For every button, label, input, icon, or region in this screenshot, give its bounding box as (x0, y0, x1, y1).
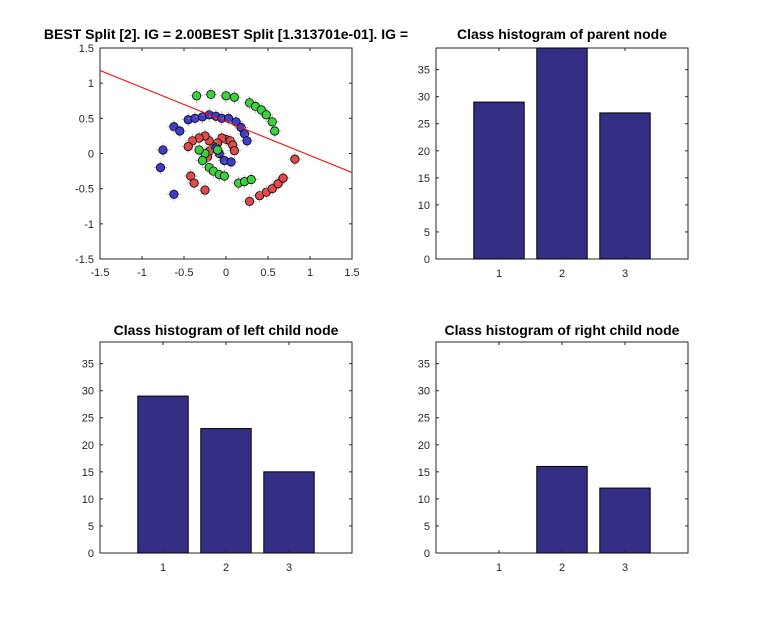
data-point-class-2 (242, 136, 252, 146)
data-point-class-1 (278, 173, 288, 183)
parent-histogram-title: Class histogram of parent node (457, 26, 667, 42)
bar (473, 101, 525, 260)
scatter-subplot: BEST Split [2]. IG = 2.00BEST Split [1.3… (44, 26, 408, 279)
bar (536, 47, 588, 260)
x-tick-label: 1.5 (344, 267, 359, 279)
data-point-class-3 (246, 174, 256, 185)
y-tick-label: 0 (424, 548, 430, 560)
x-tick-label: 3 (622, 268, 628, 280)
right-histogram-plot-area: 0 5 10 15 20 25 30 35 1 2 3 (418, 342, 688, 574)
x-tick-label: 1 (496, 268, 502, 280)
data-point-class-1 (244, 196, 255, 206)
y-tick-label: -0.5 (75, 184, 94, 196)
y-tick-label: 35 (418, 65, 430, 77)
y-tick-label: 30 (418, 92, 430, 104)
split-line (99, 70, 353, 173)
y-tick-label: 20 (418, 146, 430, 158)
x-tick-label: 2 (223, 562, 229, 574)
data-point-class-1 (267, 184, 277, 194)
data-point-class-1 (229, 146, 239, 156)
data-point-class-1 (189, 178, 199, 188)
x-tick-label: 0 (223, 267, 229, 279)
parent-histogram-plot-area: 0 5 10 15 20 25 30 35 1 2 3 (418, 47, 688, 280)
y-tick-label: 20 (418, 440, 430, 452)
x-tick-label: 1 (160, 562, 166, 574)
data-point-class-2 (175, 126, 185, 136)
y-tick-label: 0 (88, 548, 94, 560)
y-tick-label: 5 (424, 227, 430, 239)
bar (599, 487, 651, 554)
data-point-class-3 (194, 145, 204, 155)
data-point-class-3 (213, 145, 223, 155)
y-tick-label: 0 (424, 254, 430, 266)
y-tick-label: 5 (424, 521, 430, 533)
data-point-class-3 (206, 89, 216, 100)
scatter-plot-area: -1.5 -1 -0.5 0 0.5 1 1.5 1.5 1 0.5 0 -0.5 -1 -1.5 (75, 43, 360, 279)
y-tick-label: 30 (418, 386, 430, 398)
y-tick-label: 25 (418, 413, 430, 425)
y-tick-label: 20 (82, 440, 94, 452)
data-point-class-3 (229, 92, 239, 102)
data-point-class-2 (226, 157, 236, 167)
data-point-class-1 (183, 141, 193, 152)
data-point-class-3 (221, 91, 231, 101)
y-tick-label: 35 (418, 359, 430, 371)
y-tick-label: 10 (418, 494, 430, 506)
data-point-class-3 (267, 117, 277, 127)
bar (599, 112, 651, 260)
data-point-class-2 (169, 189, 179, 199)
data-point-class-2 (190, 113, 200, 123)
data-point-class-3 (219, 171, 229, 181)
x-tick-label: 2 (559, 268, 565, 280)
left-histogram-plot-area: 0 5 10 15 20 25 30 35 1 2 3 (82, 342, 352, 574)
bar (200, 428, 252, 554)
x-tick-label: -0.5 (175, 267, 194, 279)
y-tick-label: 5 (88, 521, 94, 533)
y-tick-label: 30 (82, 386, 94, 398)
data-point-class-2 (155, 162, 166, 173)
data-point-class-3 (197, 155, 208, 166)
x-tick-label: 1 (307, 267, 313, 279)
bar (137, 395, 189, 554)
left-histogram-subplot: Class histogram of left child node 0 5 10 1… (82, 322, 353, 574)
y-tick-label: 15 (82, 467, 94, 479)
right-histogram-subplot: Class histogram of right child node 0 5 10… (418, 322, 689, 574)
y-tick-label: 25 (418, 119, 430, 131)
left-histogram-title: Class histogram of left child node (114, 322, 339, 338)
y-tick-label: -1.5 (75, 254, 94, 266)
y-tick-label: 0 (88, 149, 94, 161)
y-tick-label: 25 (82, 413, 94, 425)
x-tick-label: -1 (137, 267, 147, 279)
data-point-class-3 (192, 91, 202, 101)
right-histogram-title: Class histogram of right child node (445, 322, 680, 338)
x-tick-label: 3 (286, 562, 292, 574)
y-tick-label: 1.5 (79, 43, 94, 55)
y-tick-label: 35 (82, 359, 94, 371)
x-tick-label: -1.5 (91, 267, 110, 279)
data-point-class-1 (290, 154, 300, 164)
y-tick-label: 15 (418, 467, 430, 479)
scatter-title: BEST Split [2]. IG = 2.00BEST Split [1.3… (44, 26, 408, 42)
bar (536, 465, 588, 554)
y-tick-label: 10 (82, 494, 94, 506)
data-point-class-2 (158, 145, 168, 155)
data-point-class-3 (270, 126, 280, 136)
parent-histogram-subplot: Class histogram of parent node 0 5 10 15 20 2… (418, 26, 689, 280)
data-point-class-1 (200, 185, 210, 195)
data-point-class-3 (261, 110, 271, 120)
x-tick-label: 2 (559, 562, 565, 574)
y-tick-label: 10 (418, 200, 430, 212)
y-tick-label: 0.5 (79, 113, 94, 125)
x-tick-label: 1 (496, 562, 502, 574)
x-tick-label: 0.5 (260, 267, 275, 279)
x-tick-label: 3 (622, 562, 628, 574)
y-tick-label: 1 (88, 78, 94, 90)
bar (263, 471, 315, 554)
y-tick-label: -1 (84, 219, 94, 231)
y-tick-label: 15 (418, 173, 430, 185)
